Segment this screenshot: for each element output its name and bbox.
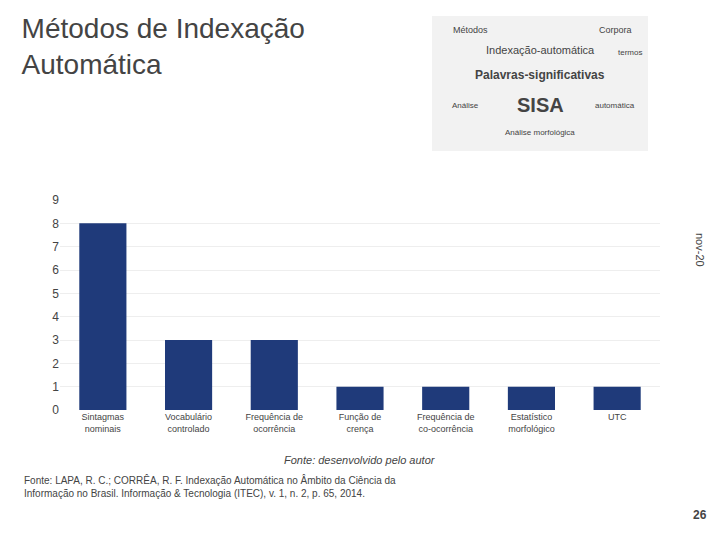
svg-text:automática: automática xyxy=(595,101,635,110)
svg-text:Frequência deocorrência: Frequência deocorrência xyxy=(246,412,304,434)
svg-text:Métodos: Métodos xyxy=(453,25,488,35)
svg-text:6: 6 xyxy=(52,263,59,277)
svg-text:2: 2 xyxy=(52,357,59,371)
svg-text:1: 1 xyxy=(52,380,59,394)
svg-text:0: 0 xyxy=(52,403,59,417)
svg-text:Fonte: LAPA, R. C.; CORRÊA, R.: Fonte: LAPA, R. C.; CORRÊA, R. F. Indexa… xyxy=(24,474,396,499)
svg-text:4: 4 xyxy=(52,310,59,324)
svg-text:termos: termos xyxy=(618,48,642,57)
svg-text:Sintagmasnominais: Sintagmasnominais xyxy=(82,412,125,434)
svg-text:8: 8 xyxy=(52,217,59,231)
svg-text:3: 3 xyxy=(52,333,59,347)
svg-text:Métodos de IndexaçãoAutomática: Métodos de IndexaçãoAutomática xyxy=(22,13,305,80)
svg-text:Corpora: Corpora xyxy=(599,25,632,35)
svg-text:Vocabuláriocontrolado: Vocabuláriocontrolado xyxy=(165,412,212,434)
svg-text:Frequência deco-ocorrência: Frequência deco-ocorrência xyxy=(417,412,475,434)
svg-text:9: 9 xyxy=(52,193,59,207)
svg-text:SISA: SISA xyxy=(517,94,564,116)
svg-text:Fonte: desenvolvido pelo autor: Fonte: desenvolvido pelo autor xyxy=(284,454,436,466)
svg-text:26: 26 xyxy=(693,508,707,522)
svg-text:Análise: Análise xyxy=(452,101,479,110)
svg-text:Indexação-automática: Indexação-automática xyxy=(486,44,595,56)
svg-text:7: 7 xyxy=(52,240,59,254)
svg-text:UTC: UTC xyxy=(608,412,627,422)
svg-text:Função decrença: Função decrença xyxy=(339,412,382,434)
svg-text:nov-20: nov-20 xyxy=(694,233,706,267)
svg-text:Análise morfológica: Análise morfológica xyxy=(505,128,575,137)
svg-text:5: 5 xyxy=(52,287,59,301)
svg-text:Estatísticomorfológico: Estatísticomorfológico xyxy=(508,412,555,434)
svg-text:Palavras-significativas: Palavras-significativas xyxy=(475,68,605,82)
